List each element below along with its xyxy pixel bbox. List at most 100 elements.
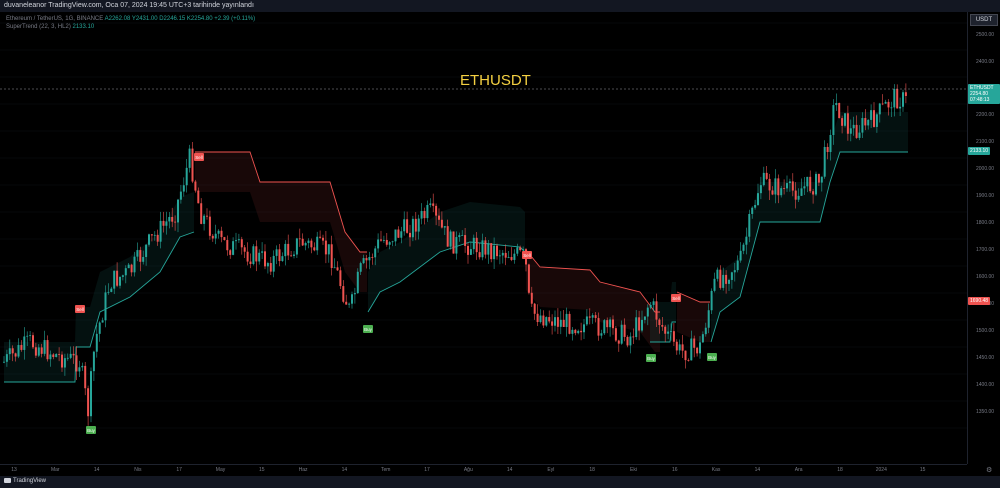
candle: [446, 219, 449, 247]
gear-icon[interactable]: ⚙: [986, 467, 993, 474]
price-tick-label: 1500.00: [976, 328, 995, 334]
candle-body: [435, 205, 438, 216]
candle: [214, 224, 217, 245]
candle-body: [788, 181, 791, 184]
legend-indicator-row[interactable]: SuperTrend (22, 3, HL2) 2133.10: [6, 23, 255, 31]
candle-body: [171, 216, 174, 222]
legend-ohlc: A2262.08 Y2431.00 D2246.15 K2254.80 +2.3…: [104, 16, 256, 22]
price-tick-label: 2100.00: [976, 139, 995, 145]
candle-body: [81, 365, 84, 368]
candle-body: [17, 345, 20, 357]
candle: [49, 350, 52, 367]
candle-body: [461, 235, 464, 236]
candle-body: [246, 251, 249, 262]
candle-body: [148, 234, 150, 245]
chart-area[interactable]: Sell Buy Sell Buy Sell Buy Sell Buy: [0, 12, 967, 464]
candle-body: [55, 354, 58, 358]
buy-signal-marker[interactable]: Buy: [646, 354, 656, 362]
candle: [394, 229, 397, 246]
candle: [377, 233, 380, 253]
tradingview-brand[interactable]: TradingView: [4, 478, 46, 484]
candle: [551, 314, 554, 335]
buy-signal-marker[interactable]: Buy: [707, 353, 717, 361]
candle: [304, 241, 307, 251]
candle-body: [661, 325, 664, 327]
candle: [580, 322, 583, 341]
candle-body: [757, 193, 759, 206]
candle: [510, 247, 513, 262]
candle-body: [844, 113, 846, 126]
candle: [385, 233, 388, 247]
candle: [559, 311, 562, 335]
candle: [664, 324, 667, 343]
candle-body: [194, 181, 197, 191]
candle: [728, 278, 730, 291]
candle: [646, 304, 649, 326]
candle: [272, 250, 275, 278]
candle-body: [371, 257, 374, 258]
candle: [771, 186, 774, 196]
candle: [449, 229, 452, 250]
candle: [759, 176, 762, 200]
candle: [171, 207, 174, 228]
candle: [148, 233, 150, 247]
candle: [168, 212, 171, 229]
sell-signal-marker[interactable]: Sell: [194, 153, 204, 161]
candle-body: [510, 257, 513, 260]
price-tick-label: 1900.00: [976, 193, 995, 199]
candlestick-chart[interactable]: Sell Buy Sell Buy Sell Buy Sell Buy: [0, 12, 967, 464]
candle-body: [643, 316, 646, 320]
candle: [748, 209, 751, 243]
price-axis[interactable]: 2500.002400.002300.002200.002100.002000.…: [967, 12, 1000, 464]
candle-body: [440, 219, 443, 228]
signal-label: Sell: [523, 253, 531, 258]
candle: [142, 250, 145, 265]
candle: [420, 203, 423, 225]
candle: [293, 251, 295, 259]
candle-body: [626, 336, 629, 346]
candle-body: [26, 335, 29, 337]
candle-body: [800, 188, 803, 196]
candle: [493, 237, 496, 269]
candle-body: [208, 216, 211, 236]
candle-body: [835, 102, 838, 106]
candle: [8, 339, 11, 361]
buy-signal-marker[interactable]: Buy: [363, 325, 373, 333]
candle: [768, 173, 771, 200]
candle-body: [548, 317, 551, 322]
candle: [835, 93, 838, 111]
candle: [823, 140, 826, 179]
candle: [533, 302, 536, 320]
currency-unit-button[interactable]: USDT: [970, 14, 998, 26]
sell-signal-marker[interactable]: Sell: [522, 251, 532, 259]
candle-body: [374, 248, 377, 258]
time-tick-label: 18: [589, 467, 595, 473]
candle: [870, 104, 873, 129]
candle: [438, 208, 440, 227]
candle: [211, 234, 214, 242]
candle: [556, 308, 559, 335]
candle-body: [838, 102, 841, 119]
candle: [307, 238, 310, 249]
candle-body: [443, 226, 446, 228]
candle: [667, 324, 670, 340]
candle: [884, 99, 887, 104]
time-axis[interactable]: 13 Mar 14 Nis 17 May 15 Haz 14 Tem 17 Ağu 14 Eyl 18 Eki…: [0, 464, 967, 477]
candle-body: [713, 278, 716, 291]
candle-body: [884, 101, 887, 104]
candle: [63, 353, 66, 376]
buy-signal-marker[interactable]: Buy: [86, 426, 96, 434]
candle: [287, 234, 290, 260]
sell-signal-marker[interactable]: Sell: [671, 294, 681, 302]
candle-body: [464, 235, 467, 246]
sell-signal-marker[interactable]: Sell: [75, 305, 85, 313]
candle: [832, 99, 835, 145]
candle-body: [693, 338, 696, 348]
candle-body: [400, 231, 403, 238]
candle-body: [899, 106, 902, 109]
candle-body: [159, 220, 162, 242]
candle-body: [849, 128, 852, 134]
time-tick-label: Eyl: [547, 467, 555, 473]
candle: [130, 263, 133, 277]
candle: [61, 351, 63, 372]
